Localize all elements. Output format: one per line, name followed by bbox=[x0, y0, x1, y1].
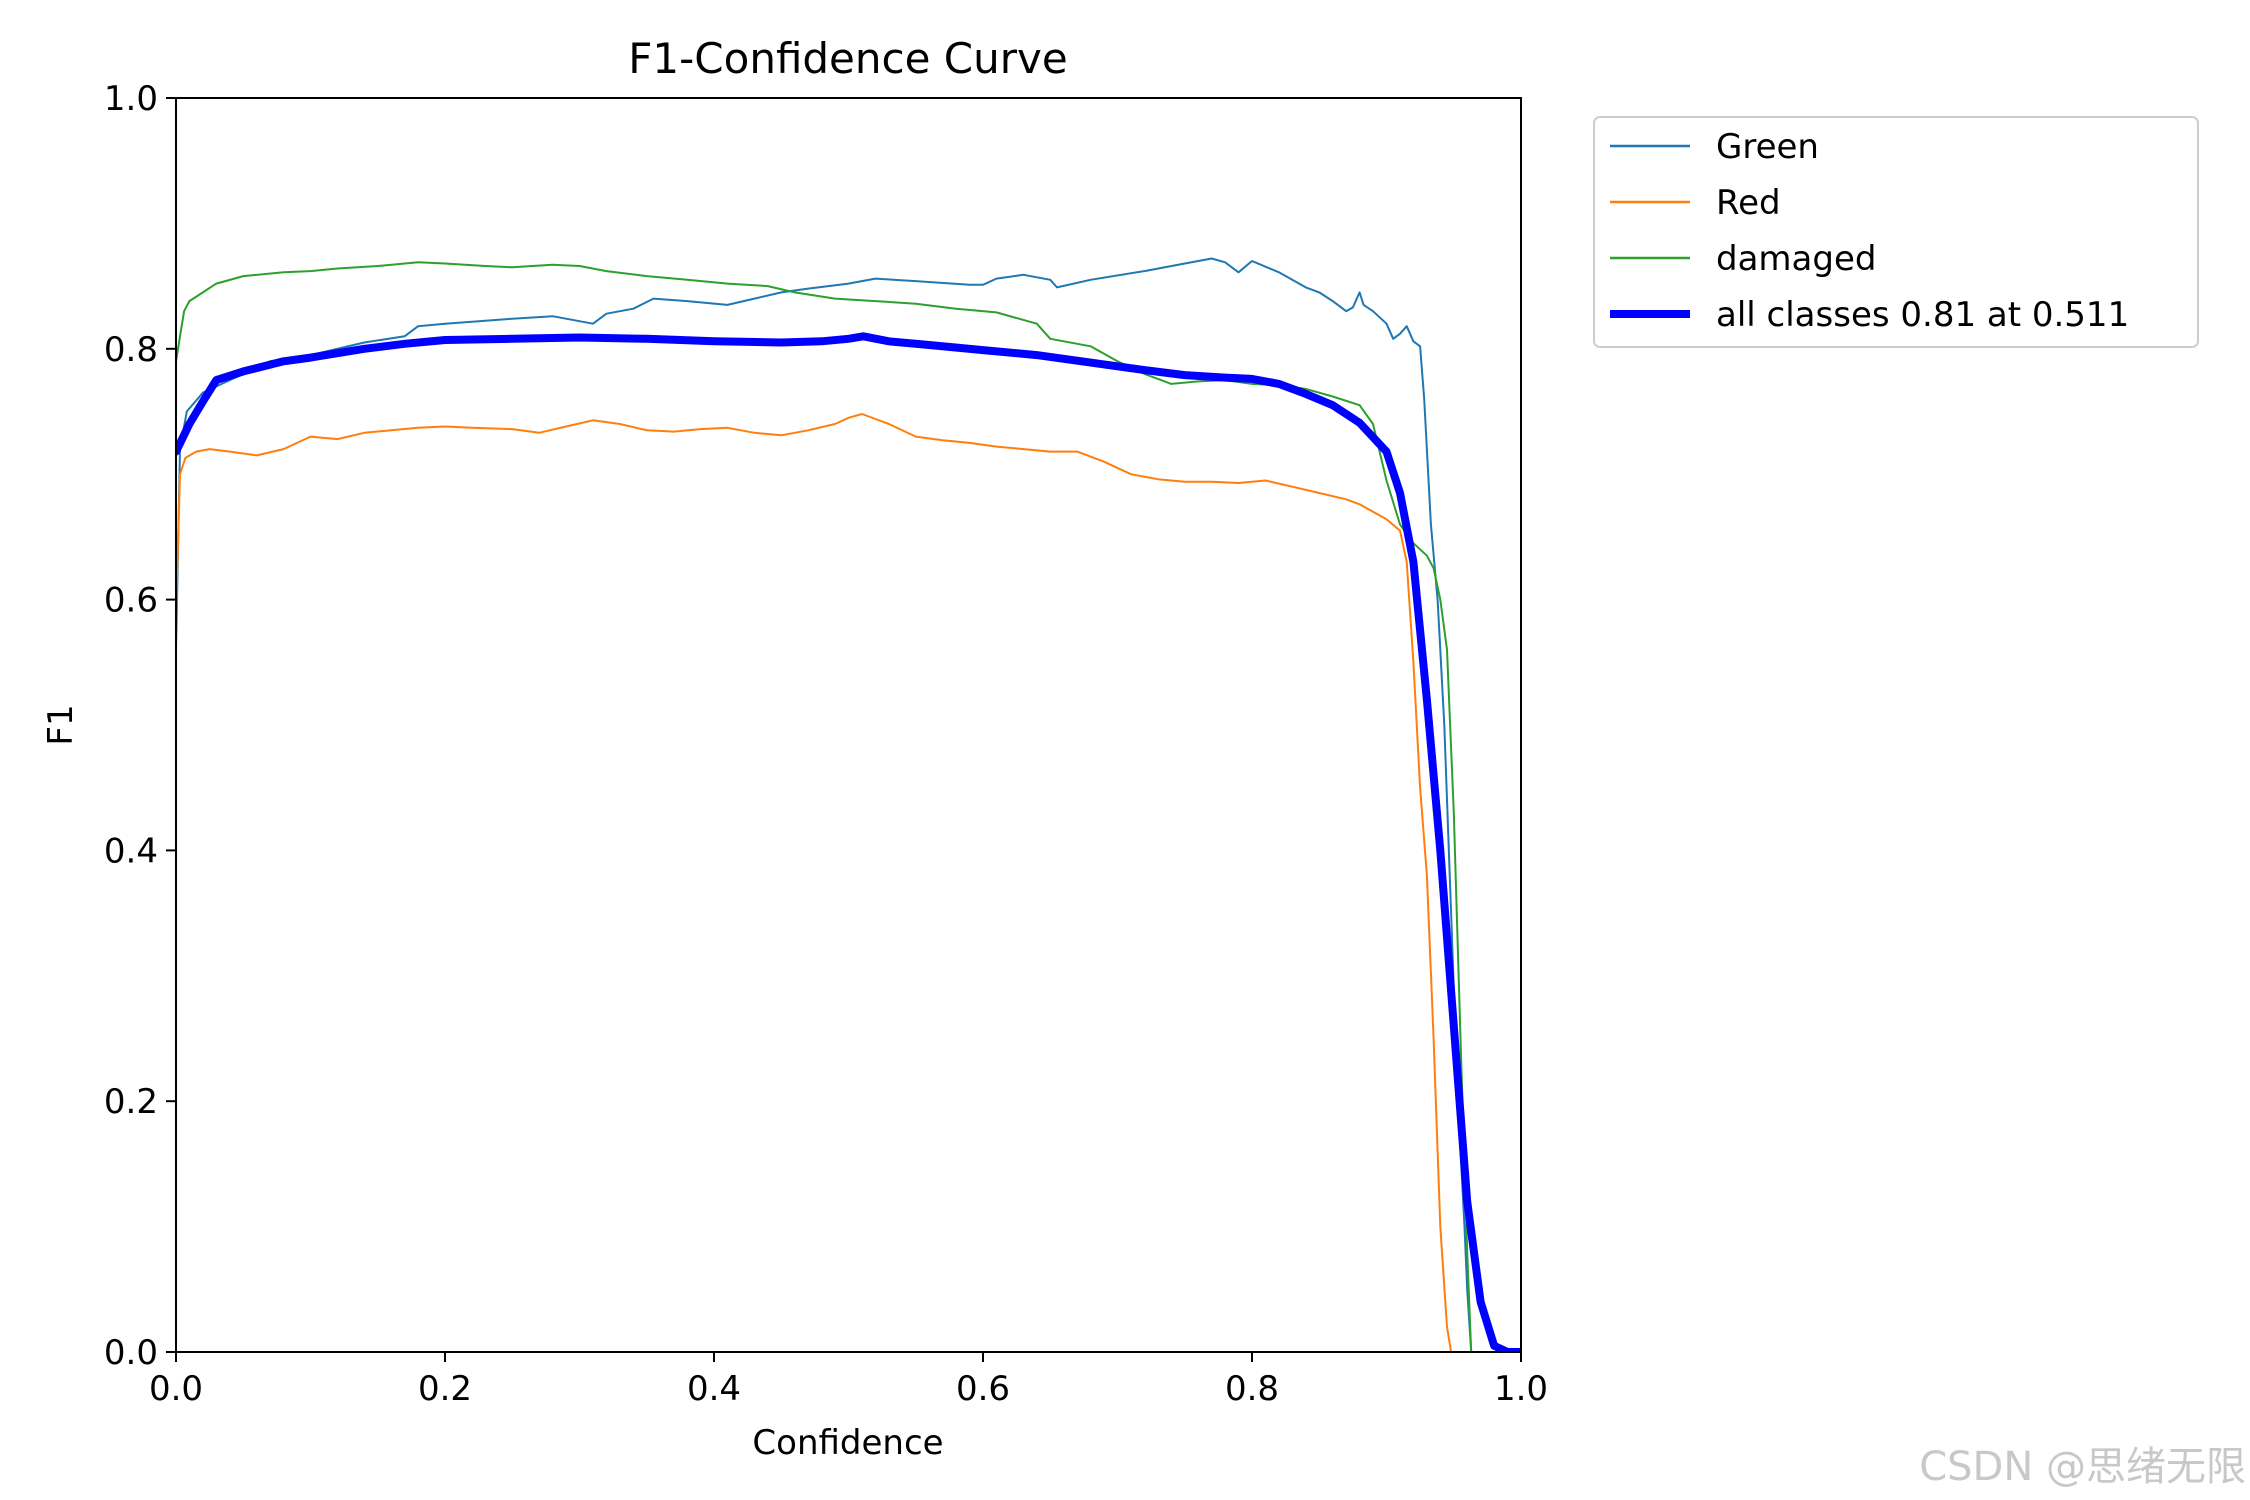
x-tick-label: 0.0 bbox=[149, 1369, 203, 1409]
y-tick-label: 0.8 bbox=[104, 330, 158, 370]
series-line-all bbox=[176, 332, 1521, 1352]
y-tick-label: 0.0 bbox=[104, 1333, 158, 1373]
x-tick-label: 1.0 bbox=[1494, 1369, 1548, 1409]
legend-label: damaged bbox=[1716, 239, 1876, 279]
y-tick-label: 0.6 bbox=[104, 581, 158, 621]
x-axis-label: Confidence bbox=[752, 1423, 943, 1463]
chart-title: F1-Confidence Curve bbox=[628, 34, 1067, 83]
series-layer bbox=[176, 257, 1521, 1352]
y-tick-label: 0.4 bbox=[104, 831, 158, 871]
y-tick-label: 0.2 bbox=[104, 1082, 158, 1122]
series-line-green bbox=[176, 257, 1521, 1352]
legend-label: all classes 0.81 at 0.511 bbox=[1716, 295, 2129, 335]
series-line-red bbox=[176, 413, 1521, 1352]
legend-label: Green bbox=[1716, 127, 1819, 167]
watermark: CSDN @思绪无限 bbox=[1919, 1444, 2246, 1490]
x-axis-ticks: 0.0 0.2 0.4 0.6 0.8 1.0 bbox=[149, 1352, 1548, 1409]
plot-frame bbox=[175, 97, 1522, 1353]
legend-box bbox=[1593, 116, 2199, 348]
x-tick-label: 0.8 bbox=[1225, 1369, 1279, 1409]
y-axis-label: F1 bbox=[41, 704, 81, 745]
legend-label: Red bbox=[1716, 183, 1781, 223]
y-axis-ticks: 0.0 0.2 0.4 0.6 0.8 1.0 bbox=[104, 79, 176, 1373]
y-tick-label: 1.0 bbox=[104, 79, 158, 119]
x-tick-label: 0.6 bbox=[956, 1369, 1010, 1409]
x-tick-label: 0.4 bbox=[687, 1369, 741, 1409]
legend: Green Red damaged all classes 0.81 at 0.511 bbox=[1593, 116, 2199, 348]
series-line-damaged bbox=[176, 261, 1521, 1352]
x-tick-label: 0.2 bbox=[418, 1369, 472, 1409]
